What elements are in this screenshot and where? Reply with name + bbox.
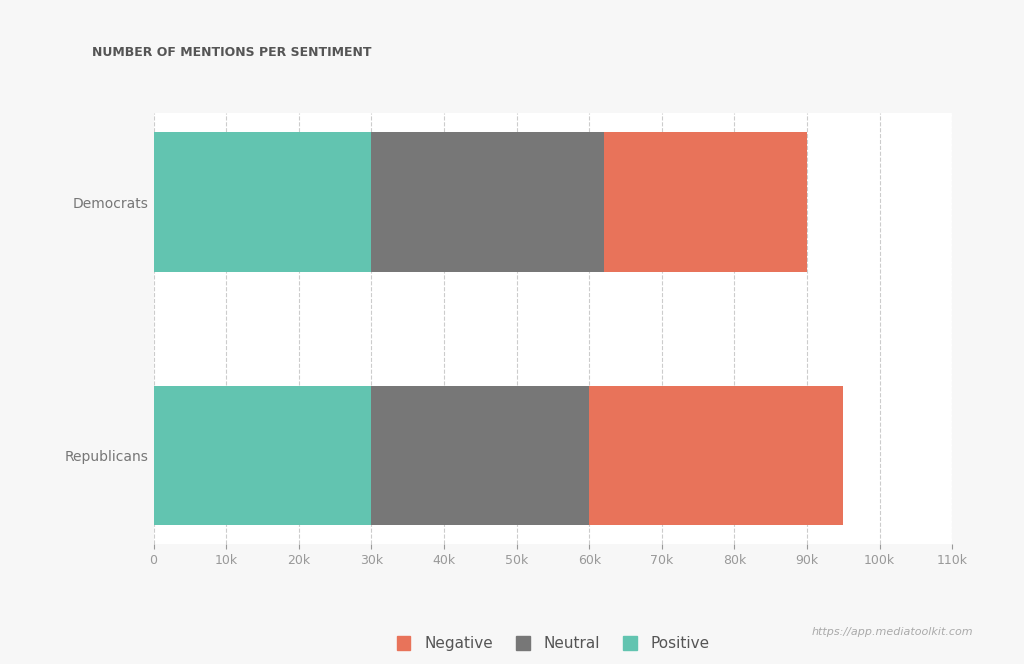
Text: NUMBER OF MENTIONS PER SENTIMENT: NUMBER OF MENTIONS PER SENTIMENT [92,46,372,60]
Bar [604,133,807,272]
Bar [372,386,589,525]
Bar [589,386,844,525]
Bar [372,133,604,272]
Legend: Negative, Neutral, Positive: Negative, Neutral, Positive [390,630,716,657]
Bar [154,386,372,525]
Text: https://app.mediatoolkit.com: https://app.mediatoolkit.com [811,627,973,637]
Bar [154,133,372,272]
